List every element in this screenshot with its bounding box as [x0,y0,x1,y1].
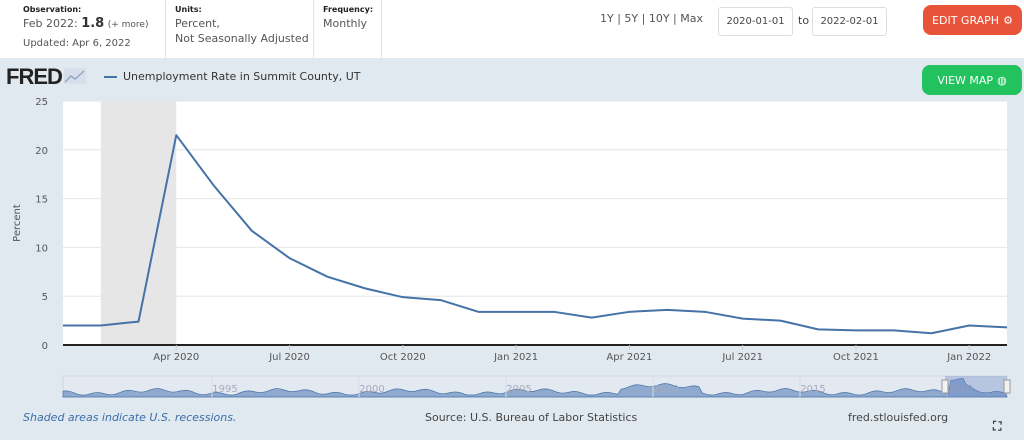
x-tick-label: Apr 2021 [606,352,652,363]
navigator-year-label: 1995 [212,384,237,395]
frequency-label: Frequency: [323,5,374,14]
x-tick-label: Jul 2020 [268,352,310,363]
edit-graph-button[interactable]: EDIT GRAPH ⚙ [923,5,1022,35]
frequency-value: Monthly [323,17,368,30]
end-date-input[interactable]: 2022-02-01 [812,7,887,36]
navigator-series [62,377,1008,398]
globe-icon: ◍ [997,73,1007,87]
recession-note: Shaded areas indicate U.S. recessions. [23,411,237,424]
y-tick-label: 25 [35,97,48,108]
view-map-button[interactable]: VIEW MAP ◍ [922,65,1022,95]
units-line2: Not Seasonally Adjusted [175,32,309,45]
series-line [63,134,1008,335]
source-note: Source: U.S. Bureau of Labor Statistics [425,411,638,424]
divider [381,0,382,58]
y-tick-label: 15 [35,195,48,206]
navigator-year-label: 2005 [506,384,531,395]
legend-label: Unemployment Rate in Summit County, UT [123,70,361,83]
plot-area [63,101,1007,345]
units-line1: Percent, [175,17,220,30]
navigator-selection [945,376,1007,397]
x-tick-label: Jan 2022 [946,352,991,363]
x-tick-label: Oct 2020 [380,352,426,363]
y-tick-label: 20 [35,146,48,157]
x-tick-label: Oct 2021 [833,352,879,363]
y-tick-label: 10 [35,243,48,254]
x-tick-label: Apr 2020 [153,352,199,363]
site-link[interactable]: fred.stlouisfed.org [848,411,949,424]
units-block: Units: Percent, Not Seasonally Adjusted [175,4,309,46]
edit-graph-label: EDIT GRAPH [932,13,1000,27]
view-map-label: VIEW MAP [937,73,994,87]
observation-value: 1.8 [81,16,105,31]
chart-logo-icon [63,68,86,84]
x-tick-label: Jul 2021 [721,352,763,363]
navigator-year-label: 2015 [800,384,825,395]
to-label: to [798,14,810,27]
more-link[interactable]: (+ more) [107,20,149,30]
start-date-input[interactable]: 2020-01-01 [718,7,793,36]
observation-period: Feb 2022: [23,17,78,30]
fullscreen-icon[interactable]: ⛶ [993,419,1002,433]
range-links[interactable]: 1Y | 5Y | 10Y | Max [600,12,703,25]
frequency-block: Frequency: Monthly [323,4,373,31]
y-axis-label: Percent [12,204,23,242]
recession-shade [100,101,177,345]
navigator-year-label: 2000 [359,384,384,395]
observation-block: Observation: Feb 2022: 1.8 (+ more) Upda… [23,4,148,51]
navigator-handle[interactable] [1003,379,1011,394]
info-bar [0,0,1024,58]
observation-label: Observation: [23,5,82,14]
x-tick-label: Jan 2021 [493,352,538,363]
divider [313,0,314,58]
units-label: Units: [175,5,202,14]
y-tick-label: 5 [42,292,48,303]
divider [165,0,166,58]
navigator-year-label: 2010 [653,384,678,395]
legend-swatch [104,75,117,78]
legend: Unemployment Rate in Summit County, UT [104,70,360,83]
navigator-year-label: 2020 [947,384,972,395]
fred-logo: FRED [6,64,86,90]
updated-date: Updated: Apr 6, 2022 [23,38,131,49]
gear-icon: ⚙ [1003,13,1013,27]
y-tick-label: 0 [42,341,48,352]
navigator-handle[interactable] [941,379,949,394]
